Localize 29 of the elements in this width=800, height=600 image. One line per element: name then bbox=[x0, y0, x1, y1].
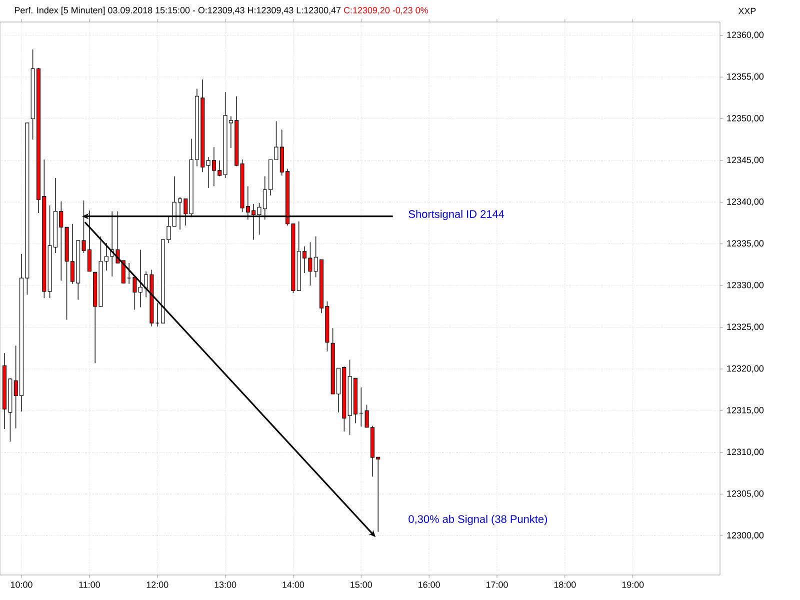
x-tick-label: 10:00 bbox=[10, 582, 32, 588]
y-tick-label: 12360,00 bbox=[727, 32, 764, 40]
chart-title: Perf. Index [5 Minuten] 03.09.2018 15:15:00 - O:12309,43 H:12309,43 L:12300,47 bbox=[14, 6, 341, 16]
y-tick-label: 12305,00 bbox=[727, 490, 764, 498]
y-tick-label: 12340,00 bbox=[727, 198, 764, 206]
x-tick-label: 11:00 bbox=[79, 582, 100, 588]
x-tick-label: 17:00 bbox=[486, 582, 508, 588]
y-tick-label: 12355,00 bbox=[727, 73, 764, 81]
annotation: Shortsignal ID 2144 bbox=[408, 210, 504, 220]
y-tick-label: 12345,00 bbox=[727, 156, 764, 164]
x-tick-label: 16:00 bbox=[418, 582, 440, 588]
x-tick-label: 14:00 bbox=[282, 582, 304, 588]
x-tick-label: 12:00 bbox=[146, 582, 168, 588]
text: XXP bbox=[738, 8, 756, 14]
x-tick-label: 18:00 bbox=[554, 582, 576, 588]
x-tick-label: 19:00 bbox=[622, 582, 644, 588]
y-tick-label: 12330,00 bbox=[727, 282, 764, 290]
x-tick-label: 13:00 bbox=[214, 582, 236, 588]
candlestick bbox=[121, 260, 126, 284]
chart-subtitle: C:12309,20 -0,23 0% bbox=[344, 7, 428, 14]
y-tick-label: 12320,00 bbox=[727, 365, 764, 373]
x-tick-label: 15:00 bbox=[350, 582, 372, 588]
annotation: 0,30% ab Signal (38 Punkte) bbox=[408, 514, 548, 526]
y-tick-label: 12325,00 bbox=[727, 324, 764, 331]
y-tick-label: 12300,00 bbox=[727, 532, 764, 540]
y-tick-label: 12315,00 bbox=[727, 406, 764, 414]
y-tick-label: 12350,00 bbox=[727, 115, 764, 122]
y-tick-label: 12335,00 bbox=[727, 240, 764, 248]
y-tick-label: 12310,00 bbox=[727, 448, 764, 456]
